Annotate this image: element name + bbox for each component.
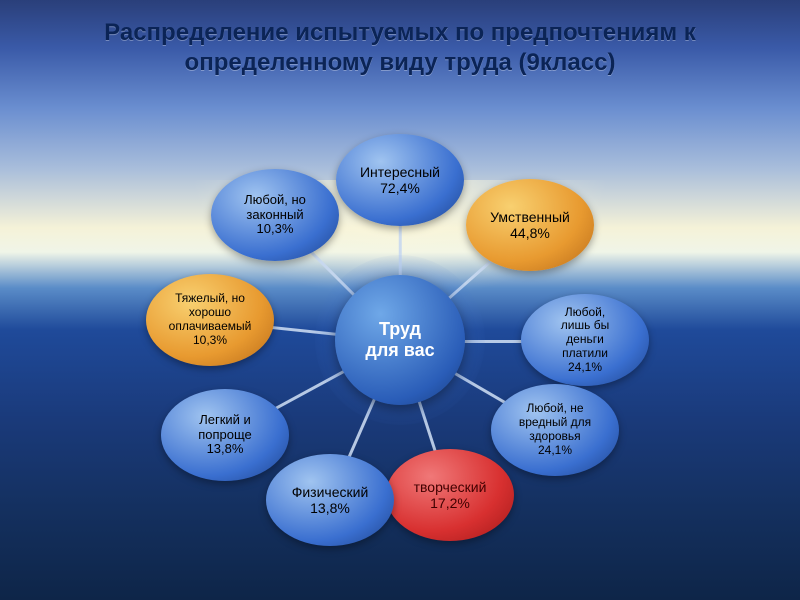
outer-node: Легкий ипопроще13,8% [161, 389, 289, 481]
outer-node: Физический13,8% [266, 454, 394, 546]
outer-node: Интересный72,4% [336, 134, 464, 226]
center-node: Труддля вас [335, 275, 465, 405]
outer-node: Любой, невредный дляздоровья24,1% [491, 384, 619, 476]
outer-node: творческий17,2% [386, 449, 514, 541]
outer-node: Тяжелый, нохорошооплачиваемый10,3% [146, 274, 274, 366]
outer-node: Любой, нозаконный10,3% [211, 169, 339, 261]
diagram-canvas: Труддля вас Интересный72,4%Умственный44,8… [0, 120, 800, 600]
outer-node: Любой,лишь быденьгиплатили24,1% [521, 294, 649, 386]
page-title: Распределение испытуемых по предпочтения… [0, 18, 800, 78]
outer-node: Умственный44,8% [466, 179, 594, 271]
